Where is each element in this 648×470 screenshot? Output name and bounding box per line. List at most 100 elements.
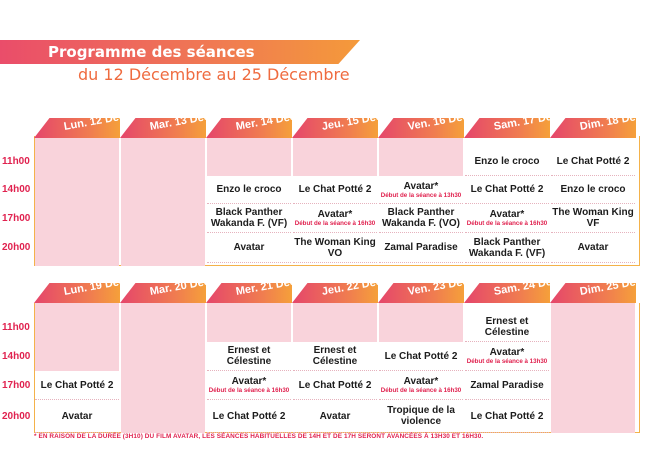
film-title: Ernest et Célestine [312, 345, 358, 367]
film-title: Avatar [319, 410, 351, 422]
film-title: Black Panther Wakanda F. (VF) [468, 236, 546, 259]
screening-cell: Enzo le croco [207, 176, 291, 204]
film-title: Zamal Paradise [384, 242, 458, 253]
time-label: 11h00 [2, 321, 30, 333]
empty-slot-cell [379, 303, 463, 342]
film-title: Avatar [577, 242, 609, 253]
screening-cell: Zamal Paradise [465, 371, 549, 400]
empty-slot-cell [207, 303, 291, 342]
screening-cell: Black Panther Wakanda F. (VO) [379, 204, 463, 233]
day-label: Dim. 18 Déc [578, 110, 643, 133]
day-column: Mar. 20 Déc [120, 283, 206, 433]
film-title: Avatar* [489, 347, 525, 358]
film-title: Black Panther Wakanda F. (VO) [382, 207, 460, 229]
day-label: Lun. 19 Déc [62, 275, 126, 298]
day-header: Sam. 24 Déc [464, 283, 550, 303]
screening-cell: Avatar* Début de la séance à 16h30 [465, 204, 549, 233]
film-title: Black Panther Wakanda F. (VF) [210, 207, 288, 229]
day-header: Sam. 17 Déc [464, 118, 550, 138]
week-schedule-2: 11h00 14h00 17h00 20h00 Lun. 19 Déc Le Chat P… [0, 283, 648, 433]
day-label: Lun. 12 Déc [62, 110, 126, 133]
day-column: Jeu. 15 Déc Le Chat Potté 2 Avatar* Début d… [292, 118, 378, 266]
time-label: 14h00 [2, 184, 31, 195]
film-title: The Woman King VO [294, 236, 376, 259]
screening-cell: Ernest et Célestine [293, 342, 377, 371]
day-header: Lun. 19 Déc [34, 283, 120, 303]
screening-cell: Avatar* Début de la séance à 16h30 [379, 371, 463, 400]
day-column: Mar. 13 Déc [120, 118, 206, 266]
time-label: 20h00 [2, 410, 31, 422]
screening-note: Début de la séance à 13h30 [380, 191, 462, 199]
film-title: Le Chat Potté 2 [212, 410, 286, 422]
screening-cell: The Woman King VO [293, 233, 377, 263]
film-title: Avatar* [403, 376, 439, 387]
time-label: 14h00 [2, 350, 31, 362]
screening-cell: Le Chat Potté 2 [465, 176, 549, 204]
time-label: 17h00 [2, 379, 31, 391]
day-column: Ven. 23 Déc Le Chat Potté 2 Avatar* Début d… [378, 283, 464, 433]
day-header: Ven. 16 Déc [378, 118, 464, 138]
screening-cell: Le Chat Potté 2 [293, 371, 377, 400]
screening-note: Début de la séance à 13h30 [466, 358, 548, 365]
screening-cell: Avatar* Début de la séance à 13h30 [465, 342, 549, 371]
time-label: 11h00 [2, 156, 30, 167]
empty-slot-cell [293, 138, 377, 176]
day-label: Ven. 16 Déc [406, 110, 470, 133]
empty-day-cell [121, 138, 205, 266]
day-label: Jeu. 15 Déc [320, 110, 383, 133]
screening-note: Début de la séance à 16h30 [380, 387, 462, 394]
screening-note: Début de la séance à 16h30 [208, 387, 290, 394]
film-title: Le Chat Potté 2 [470, 410, 544, 422]
screening-cell: Le Chat Potté 2 [293, 176, 377, 204]
empty-day-cell [551, 303, 635, 433]
day-label: Dim. 25 Déc [578, 275, 643, 298]
screening-cell: Enzo le croco [465, 148, 549, 176]
day-column: Sam. 17 Déc Enzo le croco Le Chat Potté 2 A… [464, 118, 550, 266]
screening-cell: Black Panther Wakanda F. (VF) [207, 204, 291, 233]
day-header: Mer. 14 Déc [206, 118, 292, 138]
film-title: Tropique de la violence [387, 405, 455, 427]
day-header: Ven. 23 Déc [378, 283, 464, 303]
film-title: Le Chat Potté 2 [298, 379, 372, 391]
day-column: Dim. 18 Déc Le Chat Potté 2 Enzo le croco T… [550, 118, 636, 266]
film-title: Le Chat Potté 2 [384, 350, 458, 362]
film-title: Le Chat Potté 2 [556, 156, 630, 167]
page-subtitle: du 12 Décembre au 25 Décembre [78, 65, 350, 84]
empty-day-cell [35, 138, 119, 266]
screening-cell: Avatar [293, 400, 377, 433]
film-title: Le Chat Potté 2 [40, 379, 114, 391]
week-schedule-1: 11h00 14h00 17h00 20h00 Lun. 12 Déc Mar. 13 D… [0, 118, 648, 266]
screening-cell: Avatar [207, 233, 291, 263]
day-label: Sam. 17 Déc [492, 109, 559, 133]
screening-cell: Avatar [35, 400, 119, 433]
screening-cell: Enzo le croco [551, 176, 635, 204]
day-label: Sam. 24 Déc [492, 274, 559, 298]
film-title: Le Chat Potté 2 [298, 184, 372, 195]
screening-cell: Le Chat Potté 2 [35, 371, 119, 400]
screening-cell: Avatar* Début de la séance à 16h30 [293, 204, 377, 233]
screening-cell: Zamal Paradise [379, 233, 463, 263]
film-title: Ernest et Célestine [484, 316, 530, 338]
time-label: 17h00 [2, 212, 31, 224]
day-column: Dim. 25 Déc [550, 283, 636, 433]
screening-cell: Ernest et Célestine [465, 313, 549, 342]
screening-note: Début de la séance à 16h30 [294, 220, 376, 227]
screening-cell: Ernest et Célestine [207, 342, 291, 371]
day-header: Lun. 12 Déc [34, 118, 120, 138]
empty-slot-cell [207, 138, 291, 176]
day-column: Sam. 24 Déc Ernest et Célestine Avatar* Déb… [464, 283, 550, 433]
day-header: Jeu. 22 Déc [292, 283, 378, 303]
screening-cell: Le Chat Potté 2 [207, 400, 291, 433]
screening-cell: Avatar* Début de la séance à 13h30 [379, 176, 463, 204]
film-title: Ernest et Célestine [226, 345, 272, 367]
title-banner [0, 40, 360, 64]
day-header: Mar. 13 Déc [120, 118, 206, 138]
day-column: Ven. 16 Déc Avatar* Début de la séance à 1… [378, 118, 464, 266]
day-header: Jeu. 15 Déc [292, 118, 378, 138]
film-title: Enzo le croco [216, 184, 282, 195]
empty-slot-cell [35, 303, 119, 371]
page-title: Programme des séances [48, 43, 255, 61]
screening-cell: The Woman King VF [551, 204, 635, 233]
day-label: Mar. 13 Déc [148, 110, 211, 133]
schedule-frame [34, 136, 640, 266]
